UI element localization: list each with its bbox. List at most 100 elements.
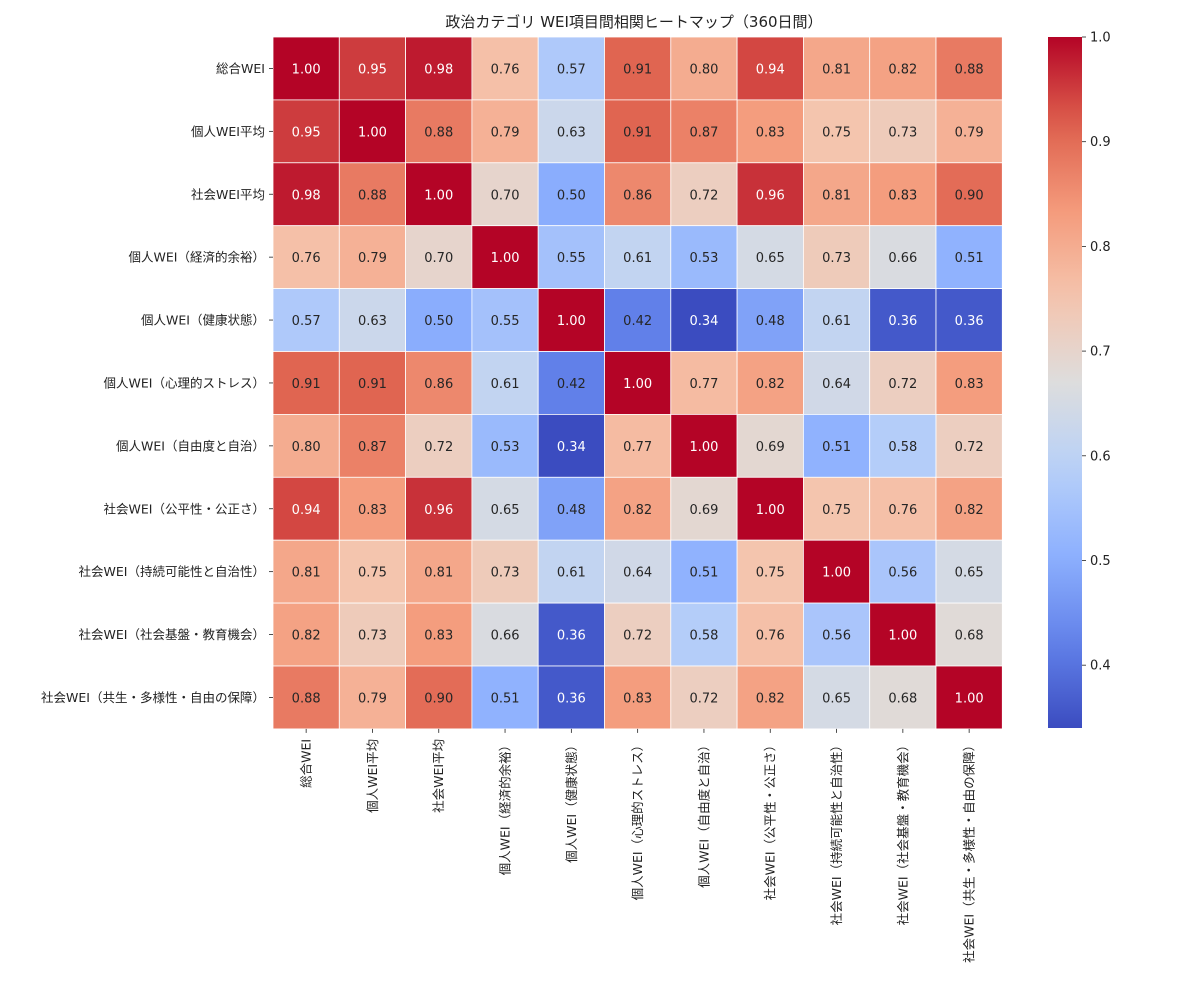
heatmap-cell (272, 413, 340, 478)
cell-value-label: 0.87 (358, 440, 387, 455)
column-label: 個人WEI（自由度と自治） (696, 739, 711, 888)
heatmap-cell (471, 351, 539, 415)
cell-value-label: 0.55 (491, 314, 520, 329)
heatmap-cell (869, 476, 937, 541)
cell-value-label: 0.79 (491, 125, 520, 140)
heatmap-cell (935, 225, 1003, 289)
cell-value-label: 0.79 (358, 691, 387, 706)
cell-value-label: 0.53 (491, 440, 520, 455)
heatmap-cell (670, 225, 738, 289)
cell-value-label: 0.96 (424, 503, 453, 518)
cell-value-label: 1.00 (955, 691, 984, 706)
heatmap-cell (405, 539, 473, 604)
heatmap-cell (803, 99, 871, 164)
cell-value-label: 0.98 (292, 188, 321, 203)
heatmap-cell (604, 476, 672, 541)
cell-value-label: 0.88 (358, 188, 387, 203)
heatmap-cells: 1.00 0.95 0.98 0.76 0.57 0.91 0.80 0.94 0.81 0.82… (272, 36, 1003, 730)
heatmap-cell (604, 413, 672, 478)
heatmap-cell (935, 288, 1003, 352)
cell-value-label: 0.68 (955, 629, 984, 644)
column-label: 社会WEI（社会基盤・教育機会） (895, 739, 910, 925)
cell-value-label: 1.00 (822, 566, 851, 581)
heatmap-cell (338, 225, 406, 289)
cell-value-label: 0.76 (756, 629, 785, 644)
cell-value-label: 0.91 (623, 62, 652, 77)
heatmap-cell (405, 288, 473, 352)
cell-value-label: 0.57 (292, 314, 321, 329)
cell-value-label: 0.91 (623, 125, 652, 140)
heatmap-cell (338, 36, 406, 101)
heatmap-cell (338, 99, 406, 164)
heatmap-cell (935, 539, 1003, 604)
heatmap-cell (405, 36, 473, 101)
heatmap-cell (736, 476, 804, 541)
heatmap-cell (670, 476, 738, 541)
colorbar-tick-label: 0.7 (1090, 345, 1111, 360)
heatmap-cell (272, 36, 340, 101)
heatmap-cell (803, 288, 871, 352)
heatmap-cell (471, 288, 539, 352)
heatmap-cell (803, 665, 871, 730)
row-label: 社会WEI（社会基盤・教育機会） (79, 627, 265, 642)
cell-value-label: 0.82 (623, 503, 652, 518)
heatmap-cell (272, 665, 340, 730)
cell-value-label: 0.48 (756, 314, 785, 329)
heatmap-cell (537, 36, 605, 101)
cell-value-label: 1.00 (358, 125, 387, 140)
heatmap-cell (471, 36, 539, 101)
cell-value-label: 0.91 (358, 377, 387, 392)
heatmap-cell (803, 602, 871, 667)
cell-value-label: 0.56 (888, 566, 917, 581)
column-label: 個人WEI（健康状態） (564, 739, 579, 863)
heatmap-cell (604, 162, 672, 227)
cell-value-label: 0.79 (955, 125, 984, 140)
heatmap-cell (803, 162, 871, 227)
cell-value-label: 0.95 (358, 62, 387, 77)
heatmap-cell (537, 476, 605, 541)
cell-value-label: 0.64 (623, 566, 652, 581)
cell-value-label: 0.56 (822, 629, 851, 644)
cell-value-label: 0.63 (358, 314, 387, 329)
heatmap-cell (405, 413, 473, 478)
chart-title: 政治カテゴリ WEI項目間相関ヒートマップ（360日間） (445, 13, 822, 31)
colorbar-tick-label: 0.6 (1090, 449, 1111, 464)
cell-value-label: 1.00 (424, 188, 453, 203)
heatmap-cell (272, 351, 340, 415)
heatmap-cell (935, 162, 1003, 227)
column-label: 個人WEI（経済的余裕） (498, 739, 513, 875)
heatmap-cell (935, 413, 1003, 478)
heatmap-cell (670, 288, 738, 352)
cell-value-label: 1.00 (888, 629, 917, 644)
heatmap-cell (537, 602, 605, 667)
column-label: 社会WEI（持続可能性と自治性） (829, 739, 844, 925)
cell-value-label: 0.73 (822, 251, 851, 266)
heatmap-cell (338, 665, 406, 730)
column-label: 総合WEI (299, 739, 314, 788)
heatmap-cell (869, 225, 937, 289)
colorbar-tick-label: 1.0 (1090, 31, 1111, 46)
cell-value-label: 0.81 (424, 566, 453, 581)
cell-value-label: 0.58 (689, 629, 718, 644)
heatmap-cell (670, 539, 738, 604)
cell-value-label: 0.63 (557, 125, 586, 140)
cell-value-label: 0.80 (292, 440, 321, 455)
cell-value-label: 0.61 (822, 314, 851, 329)
heatmap-cell (670, 162, 738, 227)
cell-value-label: 0.82 (888, 62, 917, 77)
cell-value-label: 0.88 (955, 62, 984, 77)
heatmap-cell (670, 99, 738, 164)
cell-value-label: 0.86 (623, 188, 652, 203)
cell-value-label: 0.83 (756, 125, 785, 140)
heatmap-cell (405, 665, 473, 730)
cell-value-label: 0.36 (888, 314, 917, 329)
heatmap-cell (272, 539, 340, 604)
cell-value-label: 0.83 (424, 629, 453, 644)
cell-value-label: 0.90 (955, 188, 984, 203)
row-label: 個人WEI（自由度と自治） (116, 438, 265, 453)
cell-value-label: 0.66 (888, 251, 917, 266)
heatmap-cell (537, 99, 605, 164)
cell-value-label: 0.65 (955, 566, 984, 581)
cell-value-label: 0.70 (424, 251, 453, 266)
